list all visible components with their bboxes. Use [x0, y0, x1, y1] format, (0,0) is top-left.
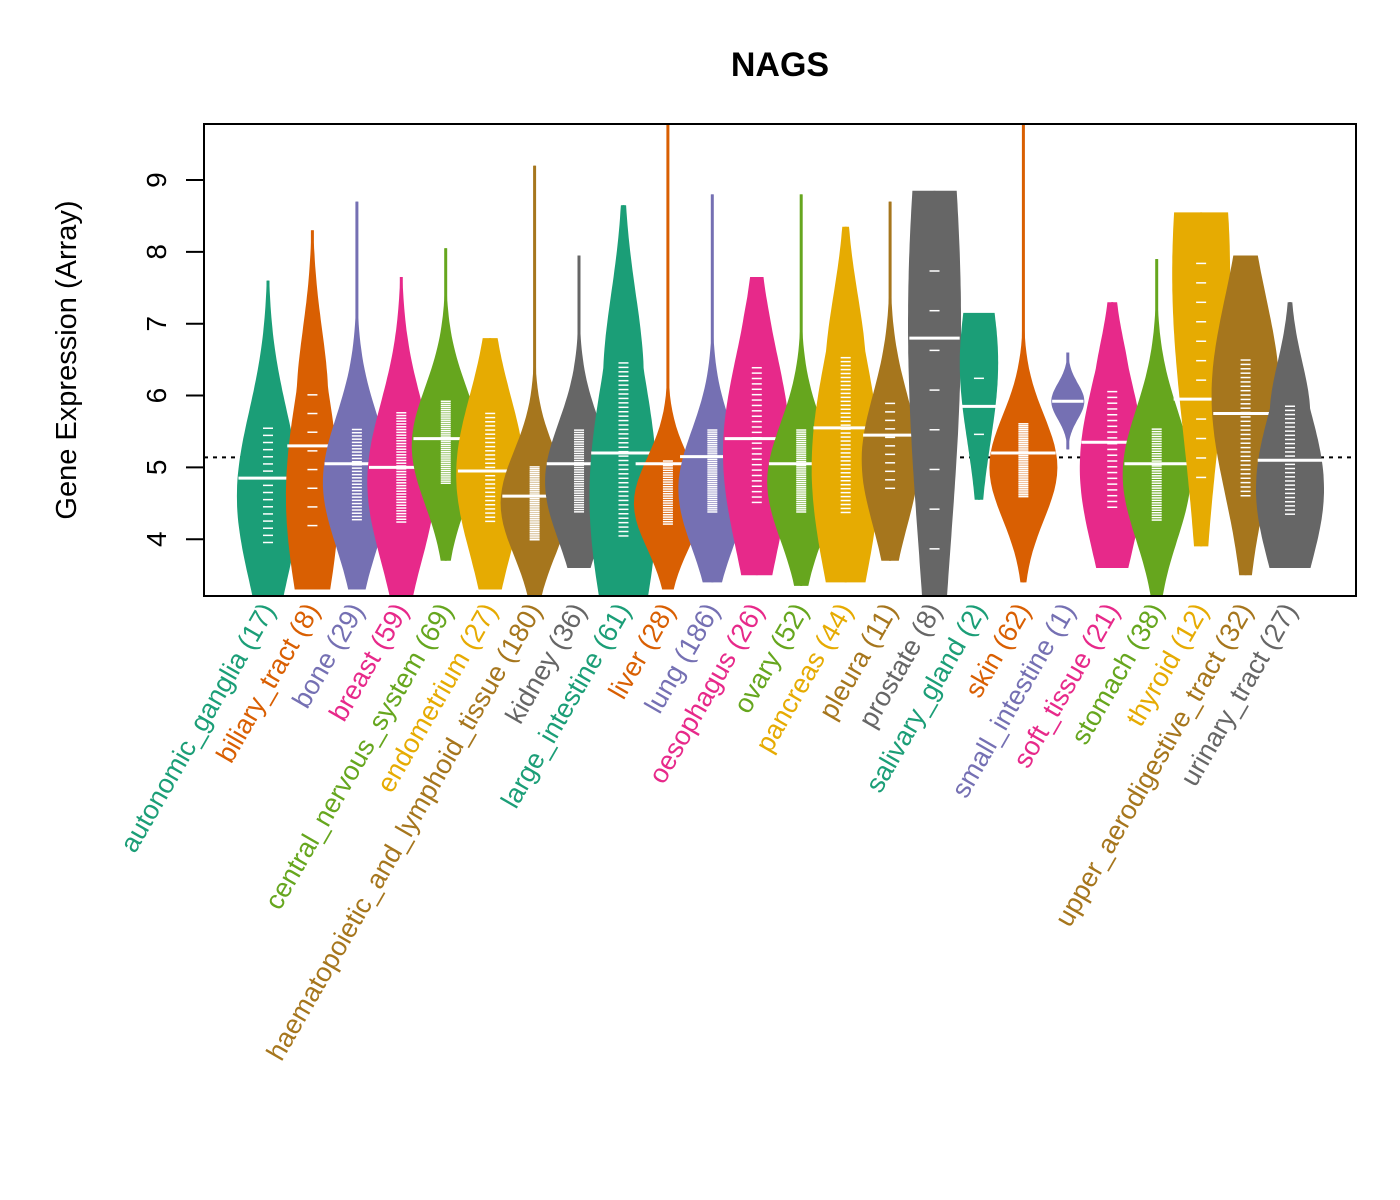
violin-body — [285, 230, 339, 590]
y-tick-label: 5 — [141, 460, 172, 476]
y-tick-label: 4 — [141, 531, 172, 547]
y-tick-label: 8 — [141, 244, 172, 260]
violin-small-intestine — [1051, 352, 1085, 450]
violin-body — [367, 277, 436, 596]
chart-title: NAGS — [731, 46, 829, 84]
y-axis-label: Gene Expression (Array) — [51, 200, 83, 519]
violin-body — [908, 190, 961, 597]
violin-body — [989, 124, 1058, 583]
violin-skin — [989, 124, 1058, 583]
x-axis-labels: autonomic_ganglia (17)biliary_tract (8)b… — [114, 598, 1303, 1065]
violin-biliary-tract — [285, 230, 339, 590]
violin-breast — [367, 277, 436, 596]
y-tick-label: 9 — [141, 172, 172, 188]
violins — [236, 124, 1324, 597]
y-tick-label: 7 — [141, 316, 172, 332]
y-axis: 4 5 6 7 8 9 — [141, 172, 204, 547]
violin-pancreas — [811, 226, 880, 583]
y-tick-label: 6 — [141, 388, 172, 404]
violin-stomach — [1122, 259, 1191, 596]
violin-prostate — [908, 190, 961, 597]
plot-frame — [203, 123, 1357, 597]
violin-urinary-tract — [1256, 302, 1324, 568]
violin-thyroid — [1172, 212, 1231, 547]
violin-pleura — [861, 201, 919, 561]
violin-body — [861, 201, 919, 561]
violin-salivary-gland — [959, 312, 999, 500]
violin-body — [236, 280, 300, 596]
violin-body — [811, 226, 880, 583]
violin-body — [1122, 259, 1191, 596]
